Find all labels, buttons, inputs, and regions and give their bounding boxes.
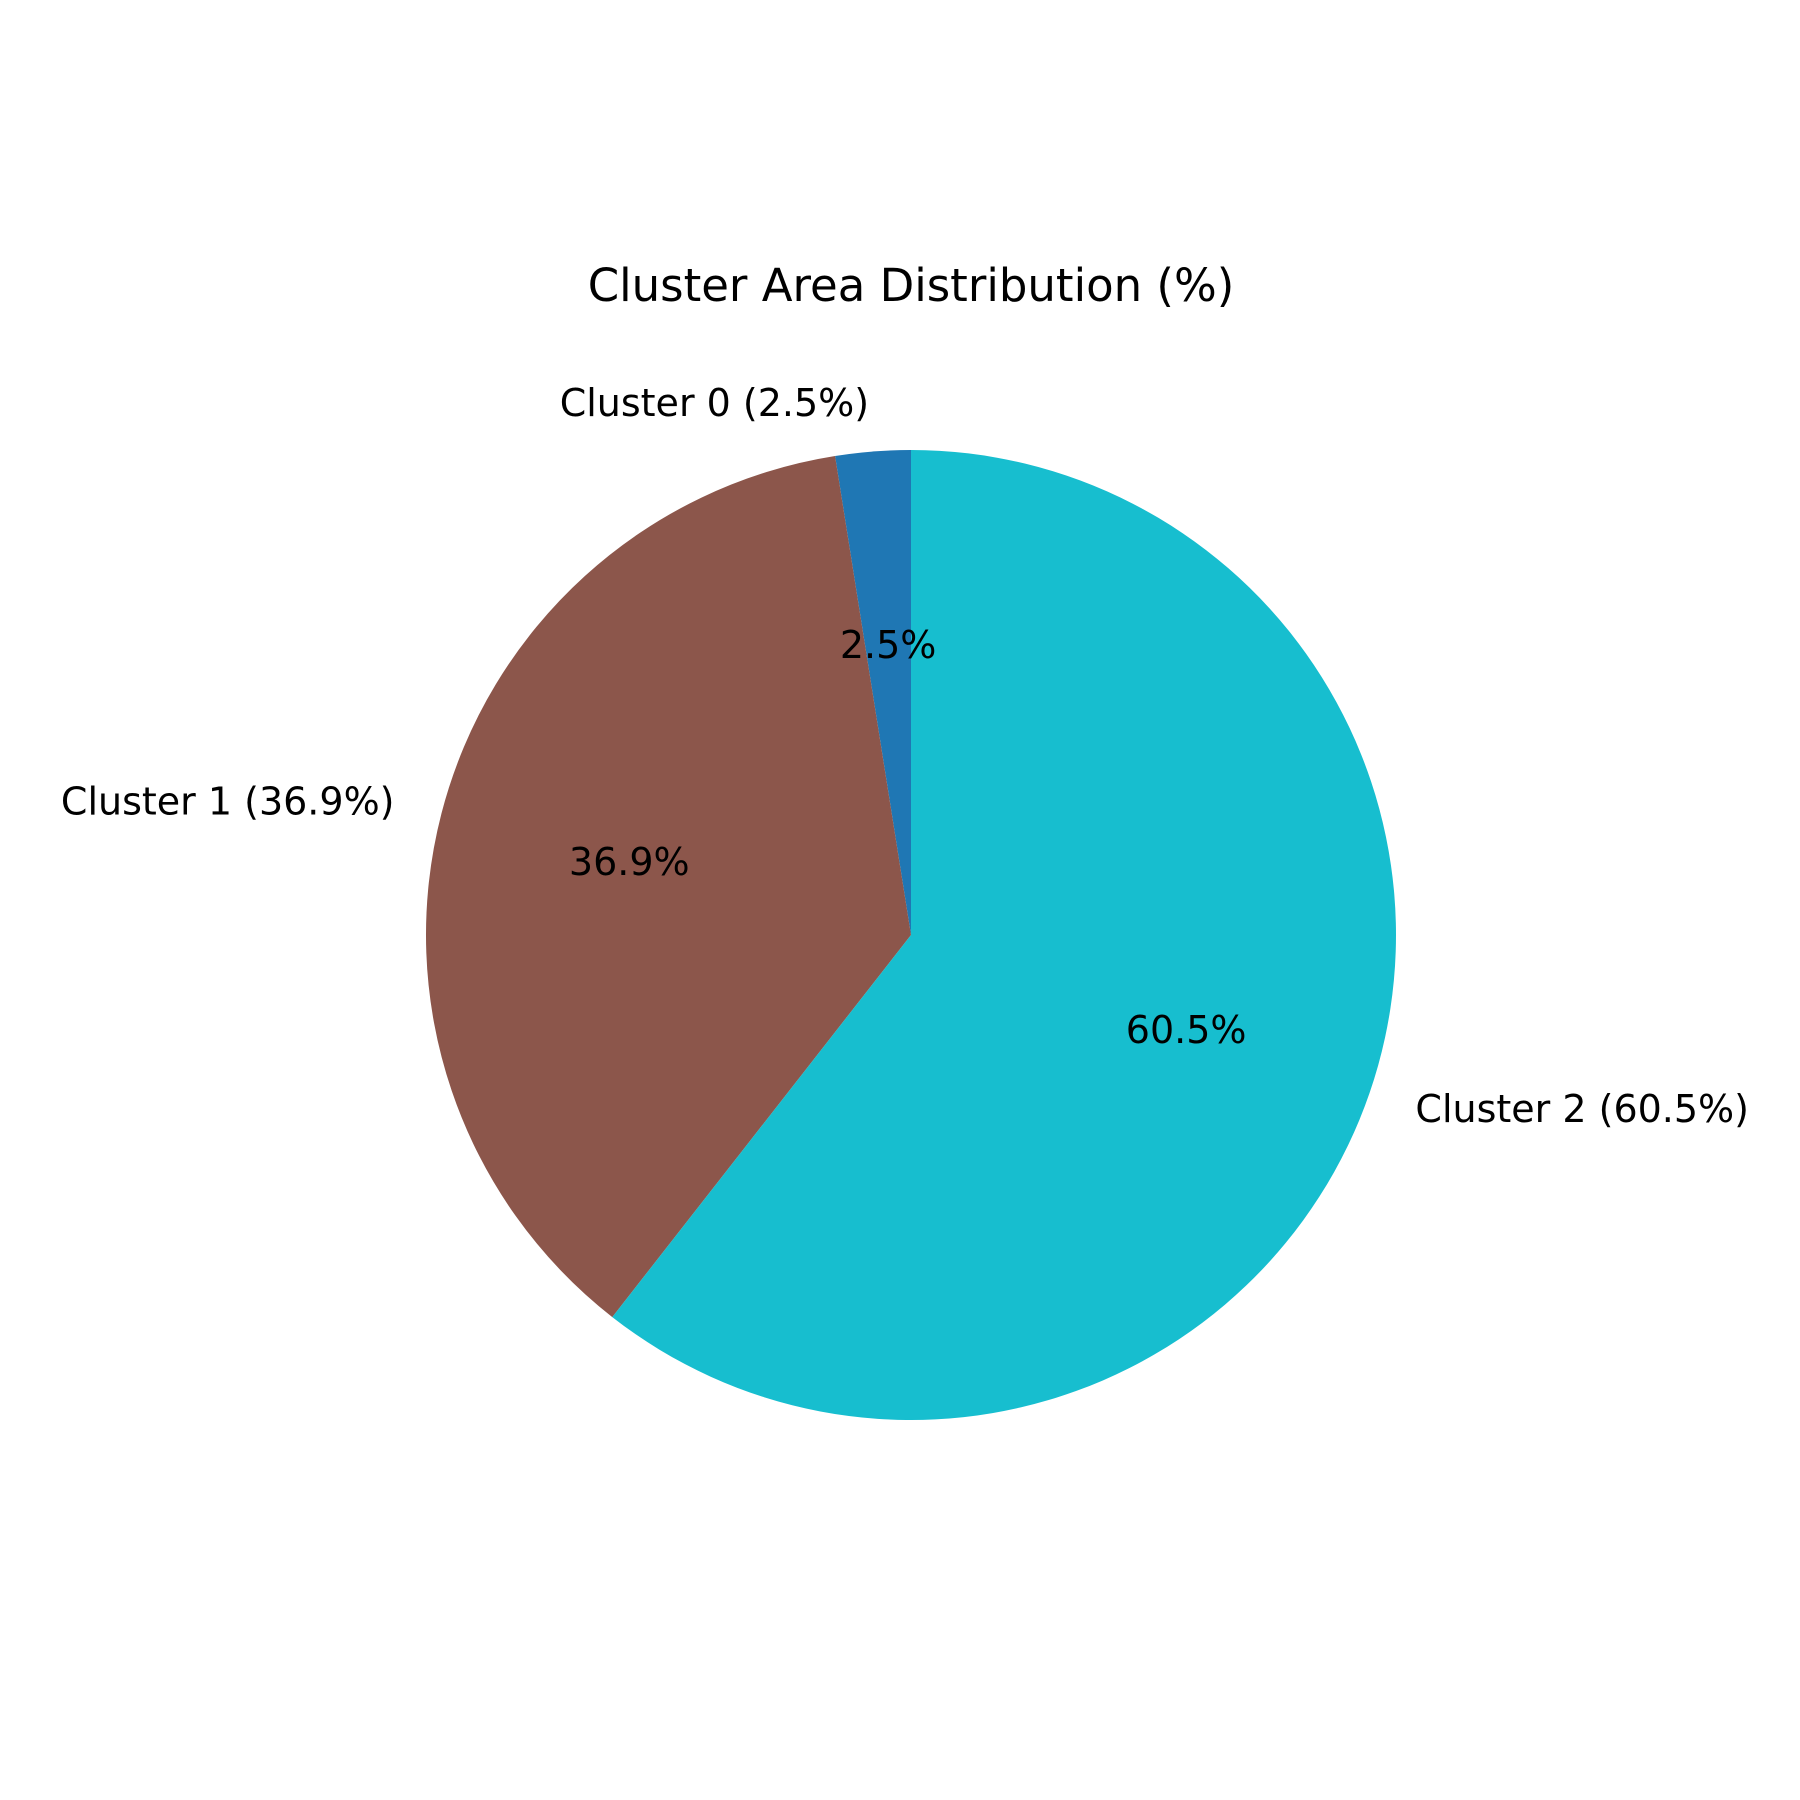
- pie-slice-cluster-0: [835, 450, 911, 935]
- pie-slice-cluster-2: [612, 450, 1396, 1421]
- pct-label-cluster-2: 60.5%: [1126, 1008, 1247, 1052]
- pct-label-cluster-0: 2.5%: [840, 623, 937, 667]
- pie-labels: Cluster 0 (2.5%) 2.5% Cluster 1 (36.9%) 36.…: [61, 381, 1749, 1131]
- pie-slice-cluster-1: [425, 455, 911, 1318]
- slice-label-cluster-1: Cluster 1 (36.9%): [61, 779, 395, 823]
- slice-label-cluster-0: Cluster 0 (2.5%): [560, 381, 869, 425]
- slice-label-cluster-2: Cluster 2 (60.5%): [1415, 1087, 1749, 1131]
- pie-slices: [425, 450, 1396, 1421]
- pct-label-cluster-1: 36.9%: [569, 840, 690, 884]
- chart-title: Cluster Area Distribution (%): [588, 259, 1235, 312]
